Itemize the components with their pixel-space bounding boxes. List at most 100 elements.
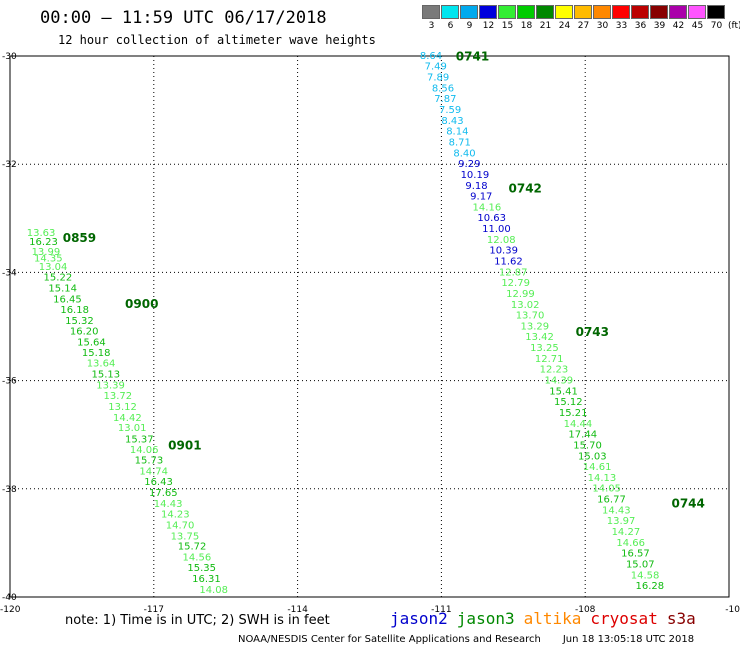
swh-reading: 15.72 xyxy=(178,542,207,553)
swh-reading: 13.75 xyxy=(171,531,200,542)
plot-frame xyxy=(9,55,730,598)
swh-reading: 16.20 xyxy=(70,326,99,337)
scale-label-70: 70 xyxy=(710,21,723,31)
swh-reading: 15.22 xyxy=(44,273,73,284)
swh-reading: 7.87 xyxy=(434,94,456,105)
swh-reading: 15.14 xyxy=(48,284,77,295)
swh-reading: 15.70 xyxy=(573,440,602,451)
pass-time-label: 0901 xyxy=(168,438,201,452)
chart-subtitle: 12 hour collection of altimeter wave hei… xyxy=(58,33,376,47)
swh-reading: 17.44 xyxy=(568,430,597,441)
scale-label-30: 30 xyxy=(596,21,609,31)
swh-reading: 13.25 xyxy=(530,343,559,354)
swh-reading: 8.40 xyxy=(453,148,475,159)
chart-title: 00:00 — 11:59 UTC 06/17/2018 xyxy=(40,8,327,28)
x-tick-label: -120 xyxy=(0,605,21,615)
swh-reading: 14.56 xyxy=(183,552,212,563)
swh-reading: 16.45 xyxy=(53,294,82,305)
scale-swatch-45 xyxy=(688,5,706,19)
satellite-s3a: s3a xyxy=(666,609,696,628)
swh-reading: 13.01 xyxy=(118,423,147,434)
swh-reading: 13.12 xyxy=(108,402,137,413)
swh-reading: 12.87 xyxy=(499,267,528,278)
scale-swatch-15 xyxy=(498,5,516,19)
scale-label-6: 6 xyxy=(447,21,454,31)
satellite-altika: altika xyxy=(523,609,582,628)
pass-time-label: 0742 xyxy=(509,181,542,195)
swh-reading: 13.72 xyxy=(103,391,132,402)
scale-label-3: 3 xyxy=(428,21,435,31)
swh-reading: 15.21 xyxy=(559,408,588,419)
swh-reading: 7.49 xyxy=(425,62,447,73)
swh-reading: 16.23 xyxy=(29,237,58,248)
scale-swatch-30 xyxy=(593,5,611,19)
scale-label-39: 39 xyxy=(653,21,666,31)
swh-reading: 15.32 xyxy=(65,316,94,327)
swh-reading: 14.70 xyxy=(166,521,195,532)
y-tick-label: -34 xyxy=(2,268,17,278)
scale-label-15: 15 xyxy=(501,21,514,31)
scale-label-21: 21 xyxy=(539,21,552,31)
swh-reading: 14.42 xyxy=(113,413,142,424)
swh-reading: 12.79 xyxy=(501,278,530,289)
scale-swatch-42 xyxy=(669,5,687,19)
swh-reading: 15.35 xyxy=(187,563,216,574)
color-scale-swatches xyxy=(422,5,740,19)
swh-reading: 14.66 xyxy=(616,538,645,549)
swh-reading: 13.97 xyxy=(607,516,636,527)
swh-reading: 16.28 xyxy=(636,581,665,592)
scale-swatch-9 xyxy=(460,5,478,19)
swh-reading: 13.64 xyxy=(87,359,116,370)
swh-reading: 13.42 xyxy=(525,332,554,343)
swh-reading: 14.43 xyxy=(154,499,183,510)
swh-reading: 16.77 xyxy=(597,495,626,506)
swh-reading: 15.03 xyxy=(578,451,607,462)
scale-swatch-36 xyxy=(631,5,649,19)
pass-time-label: 0859 xyxy=(63,231,96,245)
swh-reading: 14.39 xyxy=(544,376,573,387)
scale-label-36: 36 xyxy=(634,21,647,31)
swh-reading: 16.43 xyxy=(144,477,173,488)
satellite-jason2: jason2 xyxy=(390,609,448,628)
scale-label-45: 45 xyxy=(691,21,704,31)
swh-reading: 13.63 xyxy=(27,228,56,239)
swh-reading: 13.04 xyxy=(39,262,68,273)
swh-reading: 15.37 xyxy=(125,434,154,445)
swh-reading: 8.43 xyxy=(441,116,463,127)
x-tick-label: -114 xyxy=(287,605,308,615)
swh-reading: 15.41 xyxy=(549,386,578,397)
swh-reading: 15.18 xyxy=(82,348,111,359)
swh-reading: 13.29 xyxy=(520,321,549,332)
scale-swatch-6 xyxy=(441,5,459,19)
swh-reading: 13.99 xyxy=(32,247,61,258)
scale-swatch-12 xyxy=(479,5,497,19)
satellite-legend: jason2 jason3 altika cryosat s3a xyxy=(390,609,705,628)
swh-reading: 10.63 xyxy=(477,213,506,224)
credit-text: NOAA/NESDIS Center for Satellite Applica… xyxy=(238,634,541,645)
swh-reading: 14.43 xyxy=(602,505,631,516)
scale-swatch-24 xyxy=(555,5,573,19)
swh-reading: 9.29 xyxy=(458,159,480,170)
scale-label-18: 18 xyxy=(520,21,533,31)
swh-reading: 14.08 xyxy=(199,585,228,596)
swh-reading: 12.99 xyxy=(506,289,535,300)
swh-reading: 14.58 xyxy=(631,570,660,581)
scale-label-9: 9 xyxy=(466,21,473,31)
y-tick-label: -40 xyxy=(2,593,17,603)
x-tick-label: -108 xyxy=(575,605,596,615)
scale-swatch-18 xyxy=(517,5,535,19)
scale-label-24: 24 xyxy=(558,21,571,31)
swh-reading: 10.39 xyxy=(489,246,518,257)
x-tick-label: -10 xyxy=(725,605,740,615)
swh-reading: 15.12 xyxy=(554,397,583,408)
swh-reading: 14.61 xyxy=(583,462,612,473)
swh-reading: 8.14 xyxy=(446,127,468,138)
swh-reading: 14.06 xyxy=(130,445,159,456)
scale-swatch-70 xyxy=(707,5,725,19)
swh-reading: 14.13 xyxy=(588,473,617,484)
swh-reading: 14.23 xyxy=(161,510,190,521)
swh-reading: 17.65 xyxy=(149,488,178,499)
swh-reading: 14.74 xyxy=(139,466,168,477)
